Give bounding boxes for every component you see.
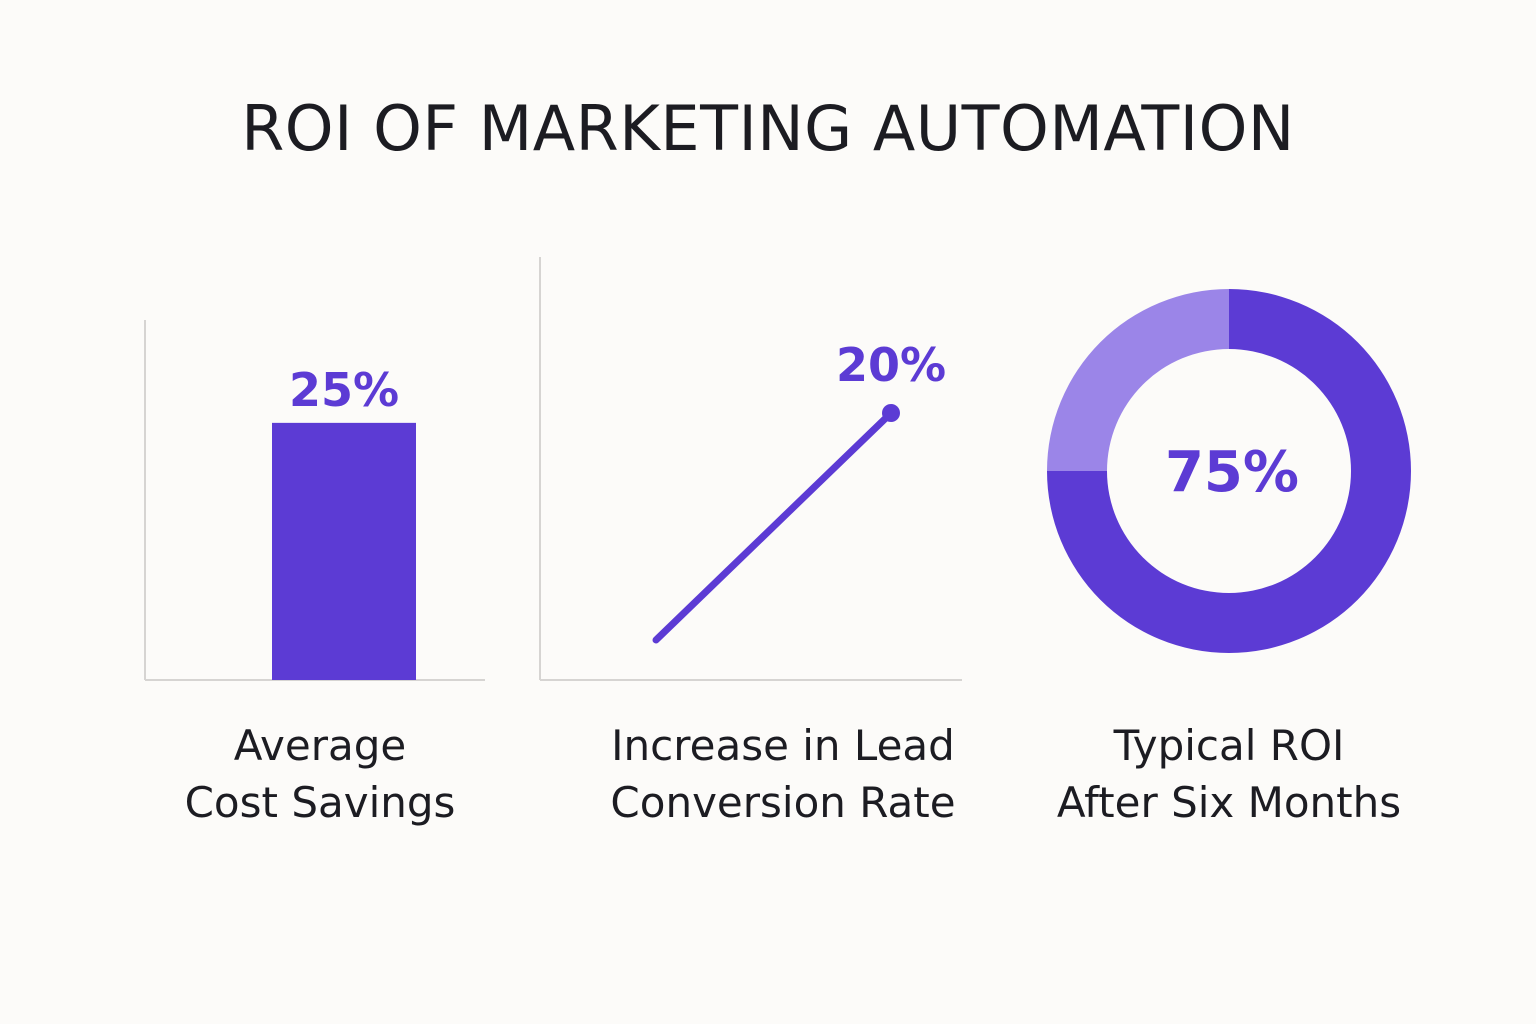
typical-roi-slice-main	[1047, 289, 1411, 653]
cost-savings-bar-chart: 25%	[144, 320, 485, 681]
lead-conversion-caption: Increase in Lead Conversion Rate	[578, 717, 988, 831]
typical-roi-caption: Typical ROI After Six Months	[1024, 717, 1434, 831]
typical-roi-caption-line-1: Typical ROI	[1113, 721, 1345, 770]
cost-savings-value-label: 25%	[289, 363, 399, 417]
typical-roi-value-label: 75%	[1165, 440, 1299, 505]
lead-conversion-line	[652, 409, 895, 644]
typical-roi-slice-remainder	[1047, 289, 1229, 471]
typical-roi-donut-chart: 75%	[1047, 289, 1411, 653]
cost-savings-caption: Average Cost Savings	[150, 717, 490, 831]
cost-savings-caption-line-2: Cost Savings	[184, 778, 456, 827]
lead-conversion-line-chart: 20%	[539, 257, 962, 681]
lead-conversion-caption-line-1: Increase in Lead	[611, 721, 955, 770]
typical-roi-caption-line-2: After Six Months	[1056, 778, 1402, 827]
chart-title: ROI OF MARKETING AUTOMATION	[241, 92, 1295, 165]
lead-conversion-value-label: 20%	[836, 338, 946, 392]
lead-conversion-end-point	[882, 404, 900, 422]
cost-savings-bar	[272, 422, 416, 680]
cost-savings-caption-line-1: Average	[233, 721, 407, 770]
lead-conversion-caption-line-2: Conversion Rate	[610, 778, 956, 827]
